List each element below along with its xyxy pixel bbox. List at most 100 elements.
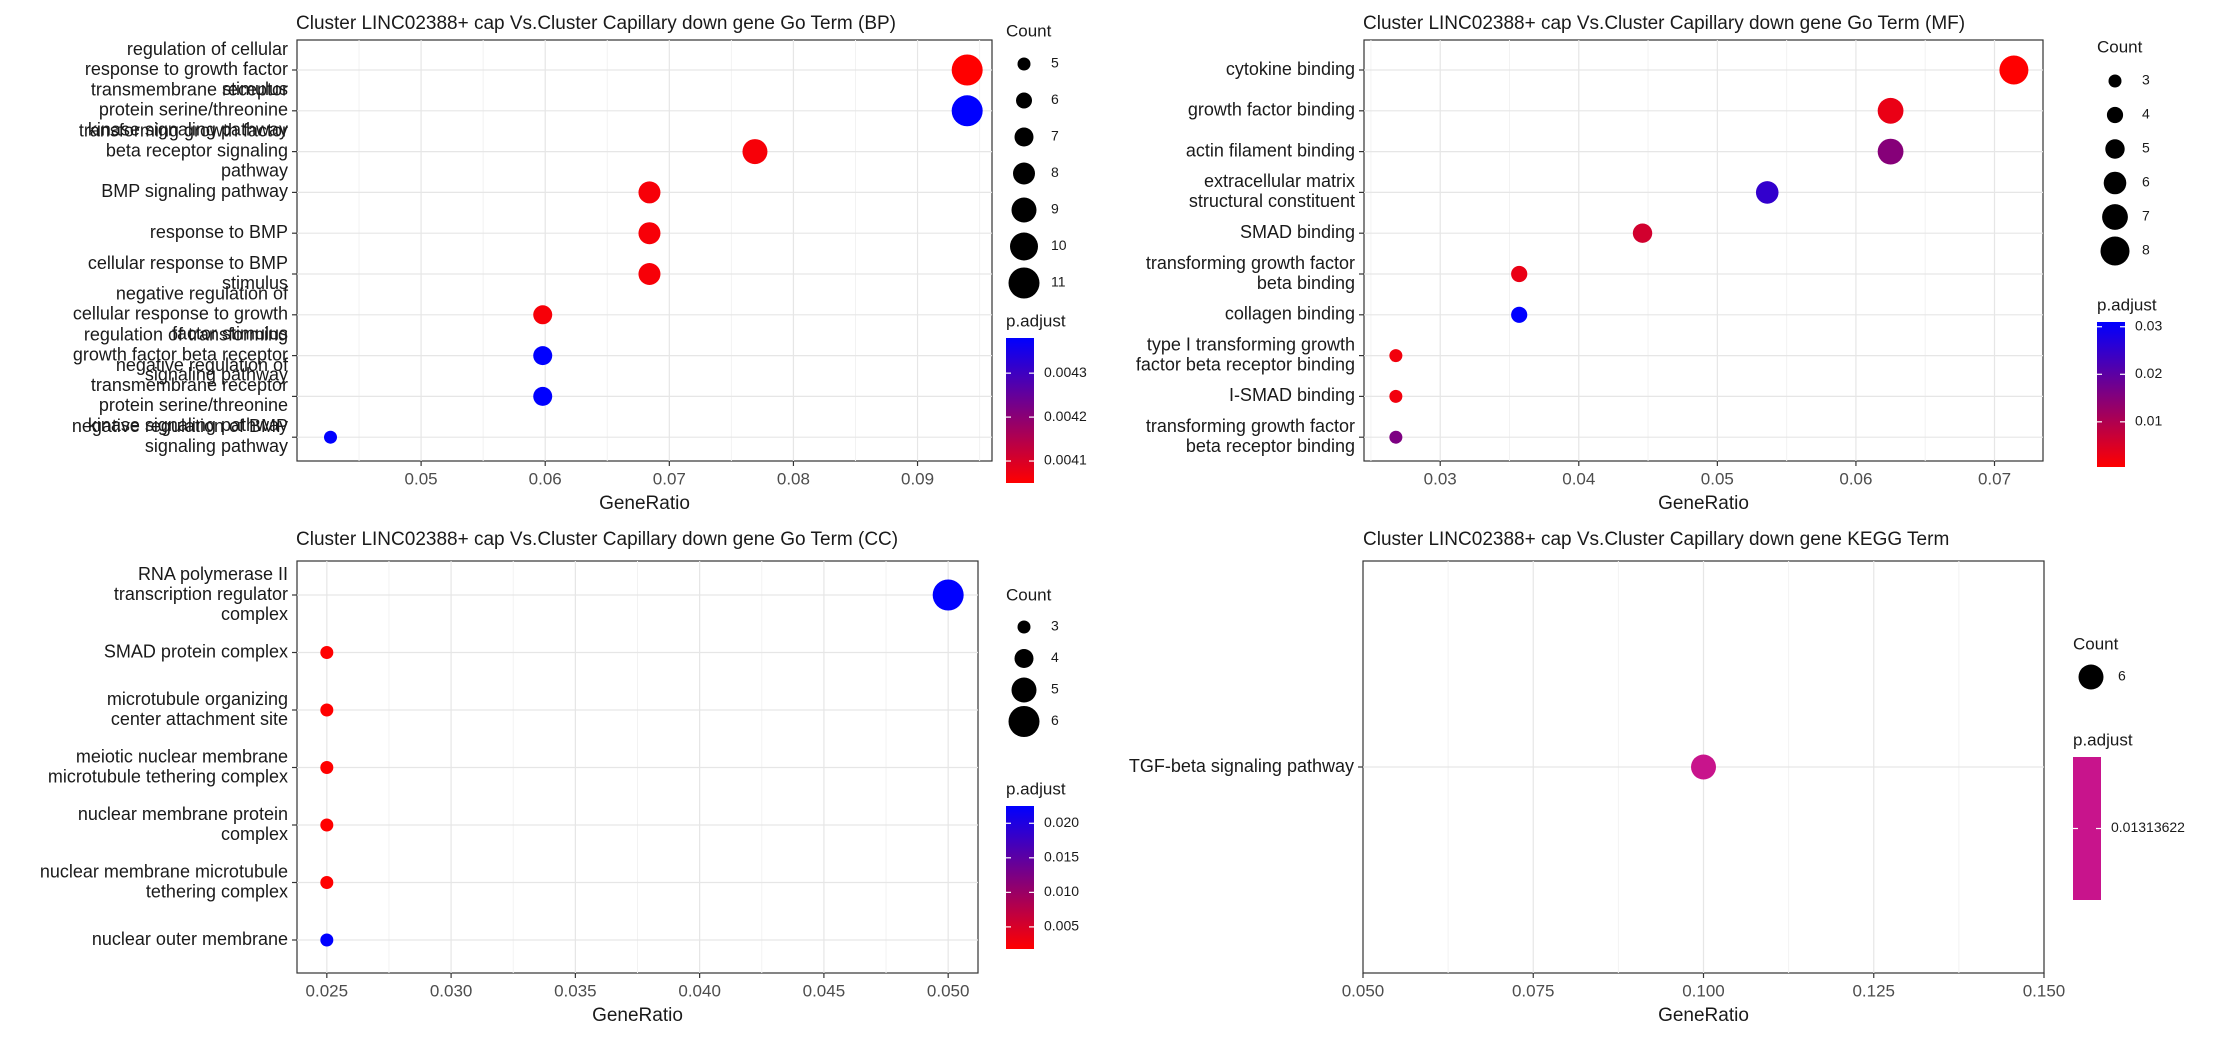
- padjust-legend-title: p.adjust: [1006, 779, 1066, 798]
- y-tick-label: microtubule organizing center attachment …: [107, 689, 288, 729]
- y-tick-label: negative regulation of BMP signaling path…: [72, 416, 288, 456]
- y-tick-label-line: transforming growth factor: [1146, 416, 1355, 436]
- data-point: [320, 818, 334, 832]
- y-tick-label: SMAD protein complex: [104, 641, 288, 661]
- y-tick-label: type I transforming growth factor beta re…: [1136, 334, 1355, 374]
- x-tick-label: 0.040: [678, 981, 721, 1000]
- y-tick-label-line: extracellular matrix: [1204, 171, 1355, 191]
- data-point: [533, 386, 553, 406]
- y-tick-label-line: RNA polymerase II: [138, 564, 288, 584]
- y-tick-label: nuclear outer membrane: [92, 929, 288, 949]
- panel-2: Cluster LINC02388+ cap Vs.Cluster Capill…: [1136, 13, 2163, 514]
- x-tick-label: 0.050: [927, 981, 970, 1000]
- data-point: [638, 222, 661, 245]
- y-tick-label-line: protein serine/threonine: [99, 395, 288, 415]
- padjust-legend-title: p.adjust: [1006, 311, 1066, 330]
- y-tick-label-line: meiotic nuclear membrane: [76, 746, 288, 766]
- plot-area: [1363, 39, 2044, 462]
- y-tick-label-line: actin filament binding: [1186, 140, 1355, 160]
- y-tick-label-line: transmembrane receptor: [91, 375, 288, 395]
- y-tick-label: cytokine binding: [1226, 59, 1355, 79]
- padjust-colorbar: [1006, 806, 1034, 949]
- y-tick-label-line: structural constituent: [1189, 191, 1355, 211]
- x-tick-label: 0.125: [1852, 981, 1895, 1000]
- y-tick-label-line: BMP signaling pathway: [101, 181, 288, 201]
- x-tick-label: 0.035: [554, 981, 597, 1000]
- padjust-legend-label: 0.005: [1044, 918, 1079, 934]
- count-legend-label: 8: [2142, 242, 2150, 258]
- x-axis-label: GeneRatio: [592, 1005, 683, 1026]
- count-legend-label: 6: [2142, 174, 2150, 190]
- y-tick-label: regulation of cellular response to growth…: [85, 39, 288, 99]
- y-tick-label-line: nuclear outer membrane: [92, 929, 288, 949]
- count-legend-label: 8: [1051, 164, 1059, 180]
- count-legend-title: Count: [2073, 634, 2119, 653]
- data-point: [1389, 349, 1403, 363]
- x-tick-label: 0.07: [1978, 469, 2011, 488]
- x-tick-label: 0.025: [306, 981, 349, 1000]
- data-point: [638, 181, 661, 204]
- y-tick-label: regulation of transforming growth factor …: [73, 324, 288, 384]
- y-tick-label-line: transforming growth factor: [1146, 253, 1355, 273]
- data-point: [1755, 181, 1779, 204]
- x-tick-label: 0.03: [1424, 469, 1457, 488]
- panel-title: Cluster LINC02388+ cap Vs.Cluster Capill…: [1363, 529, 1949, 550]
- count-legend-title: Count: [1006, 21, 1052, 40]
- y-tick-label-line: factor stimulus: [172, 324, 288, 344]
- count-legend-key: [2102, 204, 2128, 230]
- y-tick-label-line: stimulus: [222, 273, 288, 293]
- y-tick-label-line: center attachment site: [111, 709, 288, 729]
- plot-area: [296, 39, 993, 462]
- y-tick-label: transmembrane receptor protein serine/thr…: [88, 80, 288, 140]
- y-tick-label-line: type I transforming growth: [1147, 334, 1355, 354]
- count-legend-label: 9: [1051, 201, 1059, 217]
- y-tick-label-line: SMAD protein complex: [104, 641, 288, 661]
- data-point: [1691, 754, 1716, 780]
- data-point: [1999, 55, 2029, 85]
- data-point: [320, 761, 334, 774]
- y-tick-label-line: factor beta receptor binding: [1136, 354, 1355, 374]
- count-legend-key: [1008, 706, 1040, 737]
- y-tick-label-line: transcription regulator: [114, 584, 288, 604]
- padjust-legend-label: 0.020: [1044, 814, 1079, 830]
- y-tick-label-line: cellular response to growth: [73, 304, 288, 324]
- count-legend-key: [1014, 127, 1034, 147]
- panel-1: Cluster LINC02388+ cap Vs.Cluster Capill…: [72, 13, 1087, 514]
- y-tick-label-line: nuclear membrane protein: [78, 804, 288, 824]
- x-tick-label: 0.04: [1562, 469, 1595, 488]
- data-point: [1632, 223, 1653, 243]
- y-tick-label-line: pathway: [221, 160, 288, 180]
- count-legend-key: [1017, 57, 1031, 71]
- y-tick-label-line: negative regulation of: [116, 355, 289, 375]
- y-tick-label-line: signaling pathway: [145, 364, 288, 384]
- y-tick-label-line: beta binding: [1257, 273, 1355, 293]
- y-tick-label: TGF-beta signaling pathway: [1129, 756, 1354, 776]
- count-legend-key: [2103, 171, 2127, 195]
- y-tick-label: extracellular matrix structural constitue…: [1189, 171, 1355, 211]
- x-tick-label: 0.075: [1512, 981, 1555, 1000]
- y-tick-label-line: tethering complex: [146, 881, 288, 901]
- y-tick-label-line: transforming growth factor: [79, 120, 288, 140]
- count-legend-key: [1011, 197, 1037, 223]
- y-tick-label-line: regulation of transforming: [84, 324, 288, 344]
- x-tick-label: 0.08: [777, 469, 810, 488]
- y-tick-label-line: signaling pathway: [145, 436, 288, 456]
- padjust-legend-title: p.adjust: [2073, 730, 2133, 749]
- y-tick-label-line: protein serine/threonine: [99, 100, 288, 120]
- x-tick-label: 0.045: [803, 981, 846, 1000]
- padjust-legend-label: 0.02: [2135, 365, 2162, 381]
- y-tick-label-line: stimulus: [222, 79, 288, 99]
- x-tick-label: 0.150: [2023, 981, 2066, 1000]
- y-tick-label-line: TGF-beta signaling pathway: [1129, 756, 1354, 776]
- y-tick-label: cellular response to BMP stimulus: [88, 253, 288, 293]
- panel-title: Cluster LINC02388+ cap Vs.Cluster Capill…: [296, 529, 898, 550]
- count-legend-label: 4: [2142, 106, 2150, 122]
- y-tick-label-line: negative regulation of: [116, 284, 289, 304]
- data-point: [638, 263, 661, 285]
- y-tick-label: actin filament binding: [1186, 140, 1355, 160]
- padjust-legend-label: 0.0041: [1044, 452, 1087, 468]
- panel-title: Cluster LINC02388+ cap Vs.Cluster Capill…: [1363, 13, 1965, 34]
- count-legend-key: [2106, 106, 2124, 124]
- x-tick-label: 0.030: [430, 981, 473, 1000]
